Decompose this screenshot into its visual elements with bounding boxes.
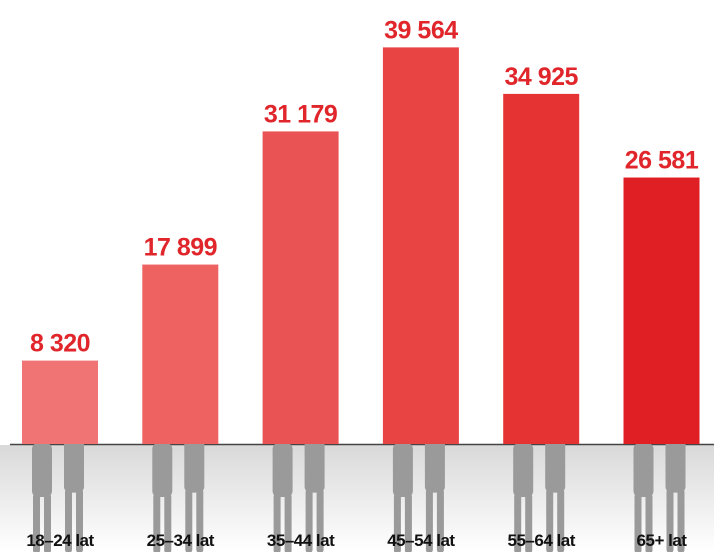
leg	[185, 488, 193, 552]
bar	[262, 131, 339, 444]
leg	[677, 488, 685, 552]
value-label: 8 320	[30, 330, 90, 358]
bar	[142, 264, 219, 444]
value-label: 26 581	[625, 147, 699, 175]
leg	[666, 488, 674, 552]
value-label: 31 179	[264, 100, 337, 128]
x-tick-label: 25–34 lat	[147, 531, 215, 550]
value-label: 39 564	[384, 16, 458, 44]
leg	[153, 493, 161, 552]
x-tick-label: 65+ lat	[637, 531, 688, 550]
leg	[164, 493, 172, 552]
bar	[623, 177, 700, 444]
body	[152, 443, 173, 497]
leg	[65, 488, 72, 552]
leg	[284, 493, 292, 552]
ground	[0, 445, 714, 552]
value-label: 17 899	[144, 234, 217, 262]
bar	[382, 47, 459, 444]
leg	[557, 488, 565, 552]
body	[392, 443, 413, 497]
body	[32, 443, 52, 497]
x-tick-label: 18–24 lat	[26, 531, 94, 550]
x-tick-label: 55–64 lat	[508, 531, 576, 550]
body	[184, 435, 205, 493]
body	[633, 443, 654, 497]
leg	[76, 488, 83, 552]
x-tick-label: 45–54 lat	[387, 531, 455, 550]
body	[545, 435, 566, 493]
leg	[316, 488, 324, 552]
body	[424, 435, 445, 493]
leg	[514, 493, 522, 552]
leg	[634, 493, 642, 552]
leg	[645, 493, 653, 552]
leg	[273, 493, 281, 552]
leg	[33, 493, 40, 552]
value-label: 34 925	[504, 63, 578, 91]
leg	[425, 488, 433, 552]
body	[64, 435, 84, 493]
leg	[196, 488, 204, 552]
leg	[404, 493, 412, 552]
body	[513, 443, 534, 497]
leg	[525, 493, 533, 552]
leg	[305, 488, 313, 552]
body	[272, 443, 293, 497]
bar	[503, 93, 580, 444]
leg	[436, 488, 444, 552]
body	[304, 435, 325, 493]
bar	[22, 360, 98, 444]
leg	[44, 493, 51, 552]
x-tick-label: 35–44 lat	[267, 531, 335, 550]
body	[665, 435, 686, 493]
leg	[546, 488, 554, 552]
leg	[393, 493, 401, 552]
